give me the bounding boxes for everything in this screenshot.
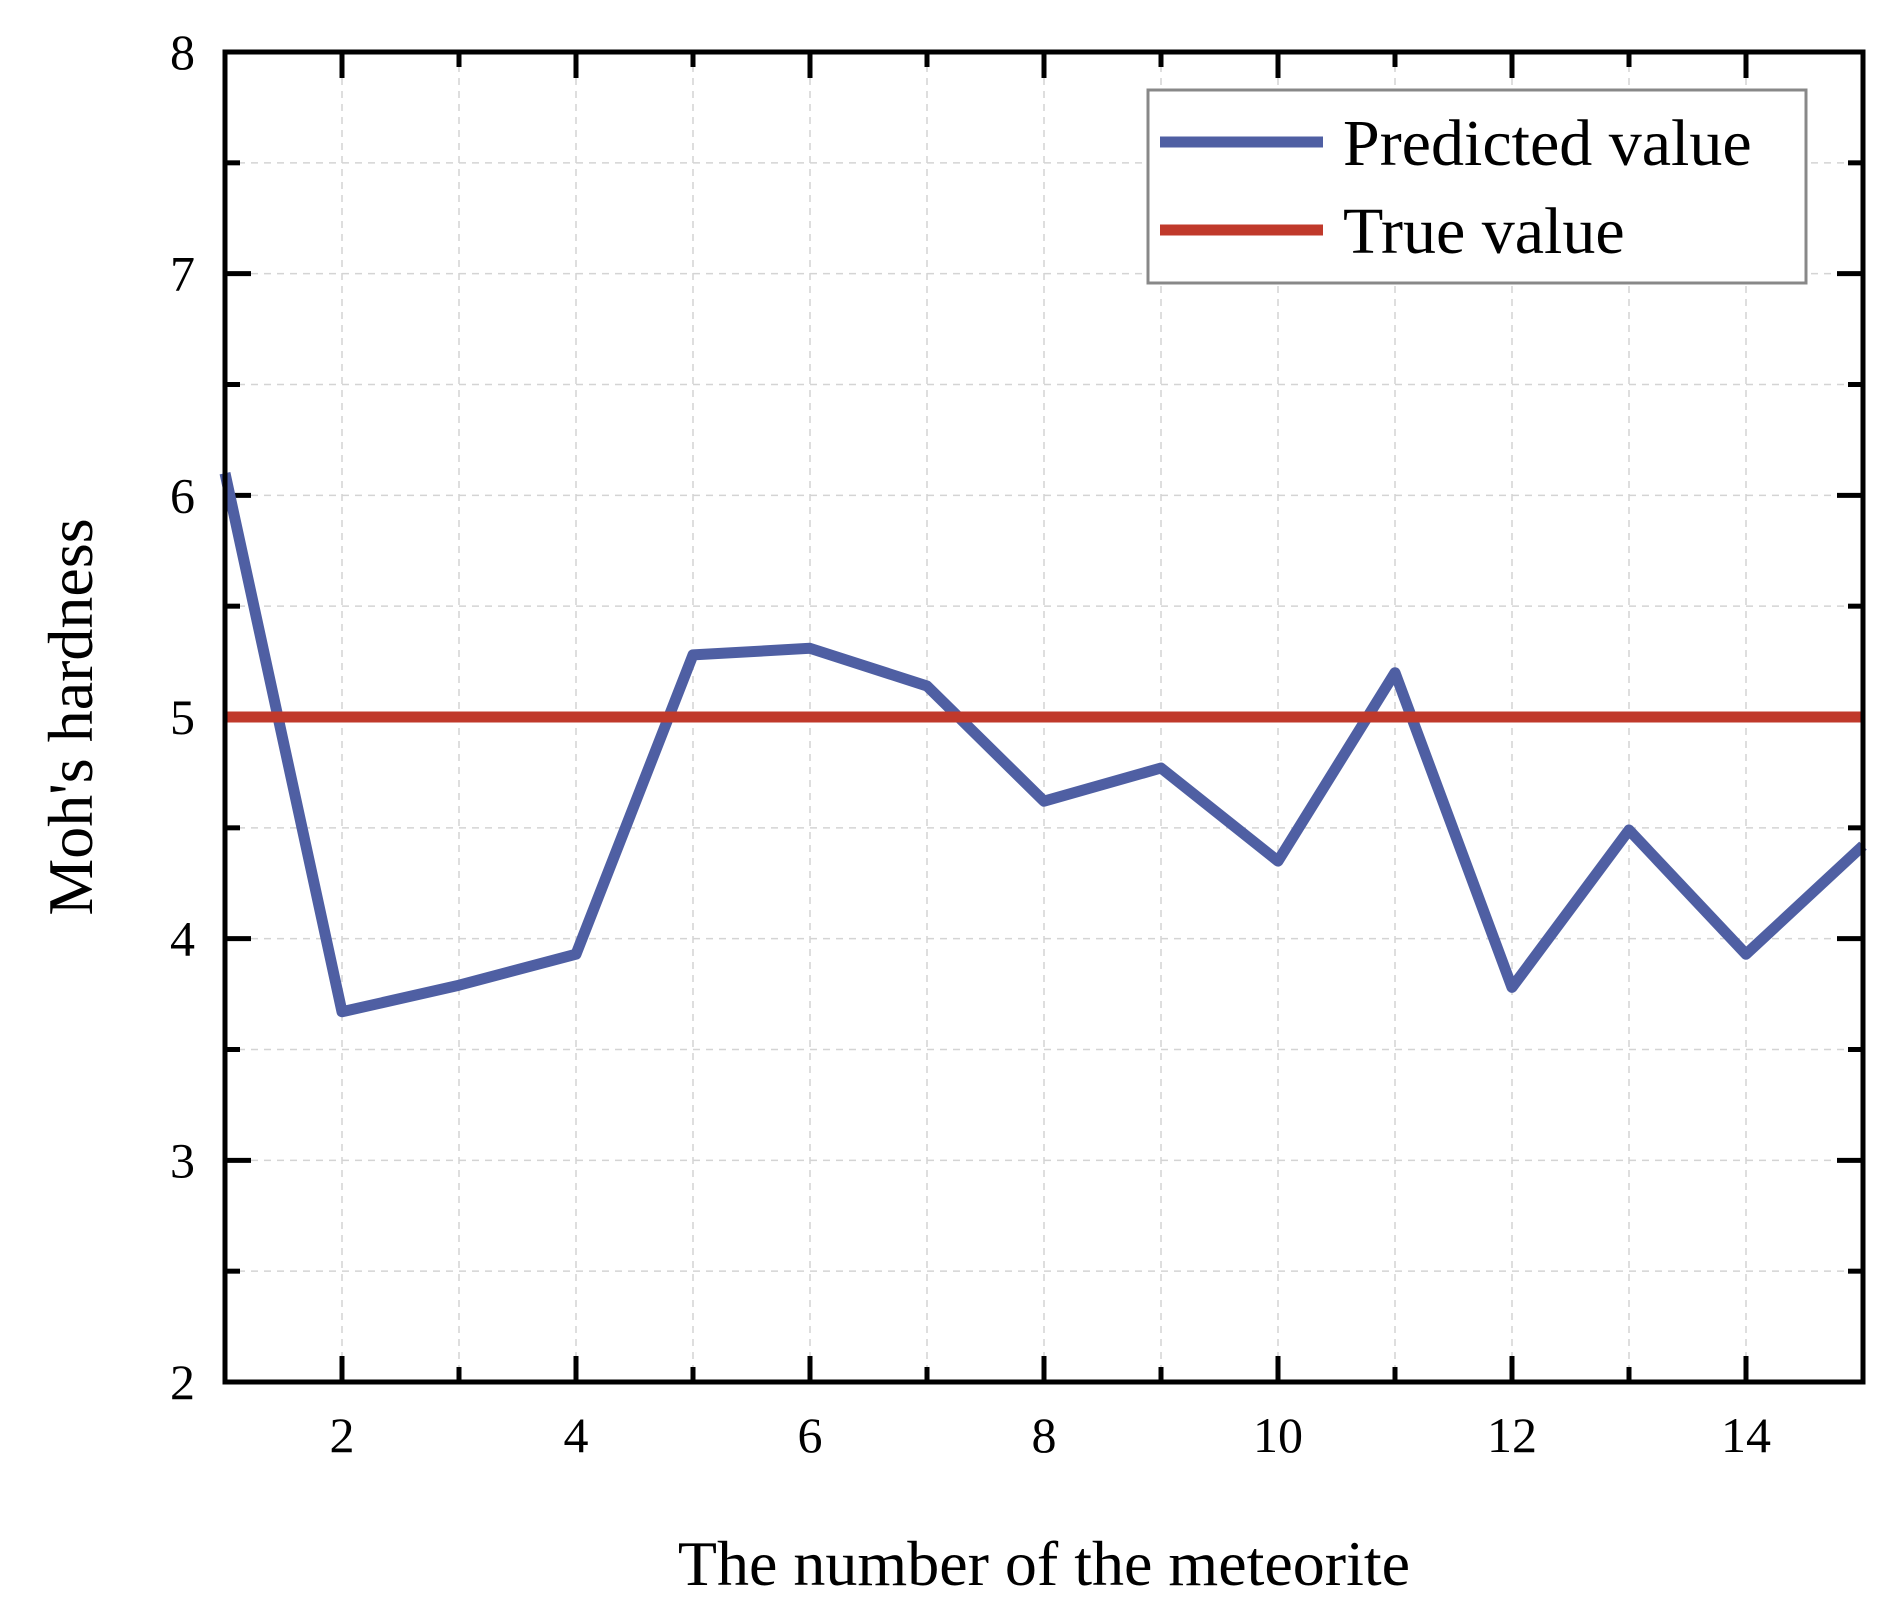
x-tick-label: 8 bbox=[1032, 1407, 1057, 1463]
y-axis-title: Moh's hardness bbox=[35, 518, 106, 915]
legend-label-predicted: Predicted value bbox=[1343, 107, 1752, 180]
x-tick-label: 2 bbox=[330, 1407, 355, 1463]
series-layer bbox=[219, 472, 1867, 1018]
x-tick-label: 10 bbox=[1253, 1407, 1303, 1463]
x-tick-label: 4 bbox=[564, 1407, 589, 1463]
y-tick-label: 7 bbox=[170, 246, 195, 302]
y-tick-label: 5 bbox=[170, 689, 195, 745]
y-tick-label: 8 bbox=[170, 24, 195, 80]
legend-box bbox=[1146, 88, 1808, 285]
legend: Predicted value True value bbox=[1146, 88, 1808, 285]
legend-label-true: True value bbox=[1343, 195, 1625, 268]
y-tick-label: 2 bbox=[170, 1354, 195, 1410]
x-tick-label: 6 bbox=[798, 1407, 823, 1463]
x-tick-label: 12 bbox=[1487, 1407, 1537, 1463]
y-tick-label: 6 bbox=[170, 467, 195, 523]
y-tick-label: 3 bbox=[170, 1132, 195, 1188]
x-axis-title: The number of the meteorite bbox=[678, 1528, 1410, 1599]
tick-labels: 2 4 6 8 10 12 14 2 3 4 5 6 7 8 bbox=[170, 24, 1771, 1463]
plot-frame bbox=[222, 49, 1866, 1385]
y-tick-label: 4 bbox=[170, 911, 195, 967]
x-tick-label: 14 bbox=[1721, 1407, 1771, 1463]
